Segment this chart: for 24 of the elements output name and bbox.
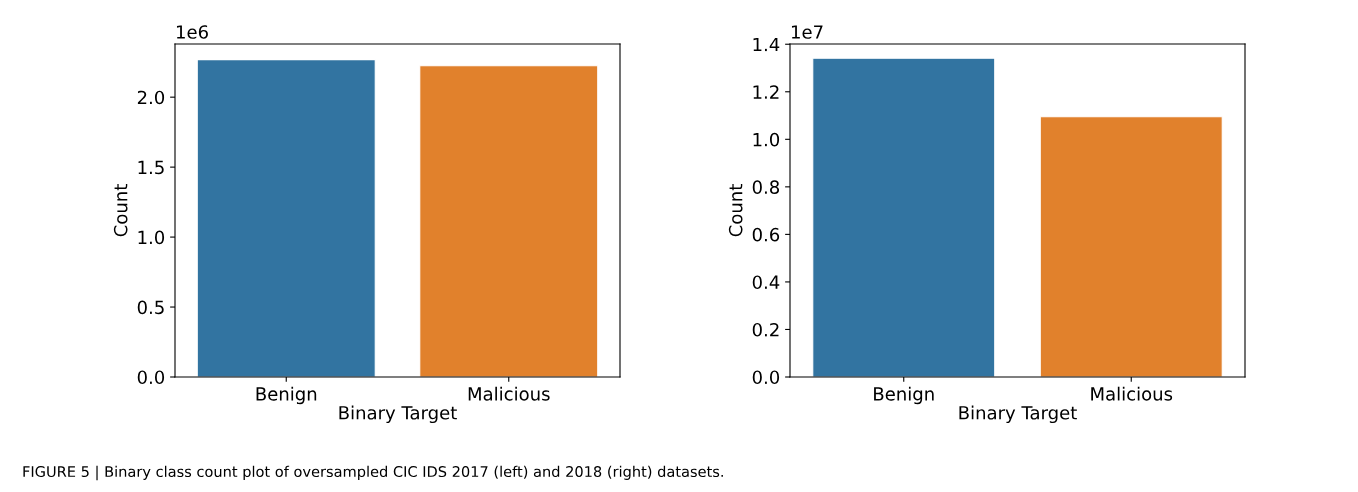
y-axis-title: Count xyxy=(728,184,743,237)
y-tick-label: 0.5 xyxy=(137,300,164,315)
y-tick-label: 2.0 xyxy=(137,90,165,105)
x-axis-title: Binary Target xyxy=(959,405,1077,424)
y-tick-label: 0.6 xyxy=(752,227,780,242)
x-tick-label: Benign xyxy=(874,386,934,405)
y-axis-title: Count xyxy=(113,184,128,237)
y-tick-label: 0.8 xyxy=(752,180,780,194)
x-tick-label: Benign xyxy=(256,386,317,405)
y-tick-label: 1.4 xyxy=(753,37,780,52)
y-tick-label: 1.5 xyxy=(138,160,164,175)
text: 1e6 xyxy=(176,25,208,39)
y-tick-label: 0.2 xyxy=(752,322,779,337)
text: 1e7 xyxy=(791,25,823,39)
y-tick-label: 1.2 xyxy=(753,85,779,99)
y-tick-label: 0.0 xyxy=(137,370,165,385)
y-tick-label: 1.0 xyxy=(753,132,780,147)
x-tick-label: Malicious xyxy=(1091,386,1173,401)
y-tick-label: 0.0 xyxy=(752,370,780,385)
y-tick-label: 0.4 xyxy=(752,275,780,290)
x-axis-title: Binary Target xyxy=(339,405,457,424)
caption: FIGURE 5 | Binary class count plot of oversampled CIC IDS 2017 (left) and 2018 (right) datasets. xyxy=(23,465,723,481)
y-tick-label: 1.0 xyxy=(138,230,165,245)
x-tick-label: Malicious xyxy=(468,386,550,401)
